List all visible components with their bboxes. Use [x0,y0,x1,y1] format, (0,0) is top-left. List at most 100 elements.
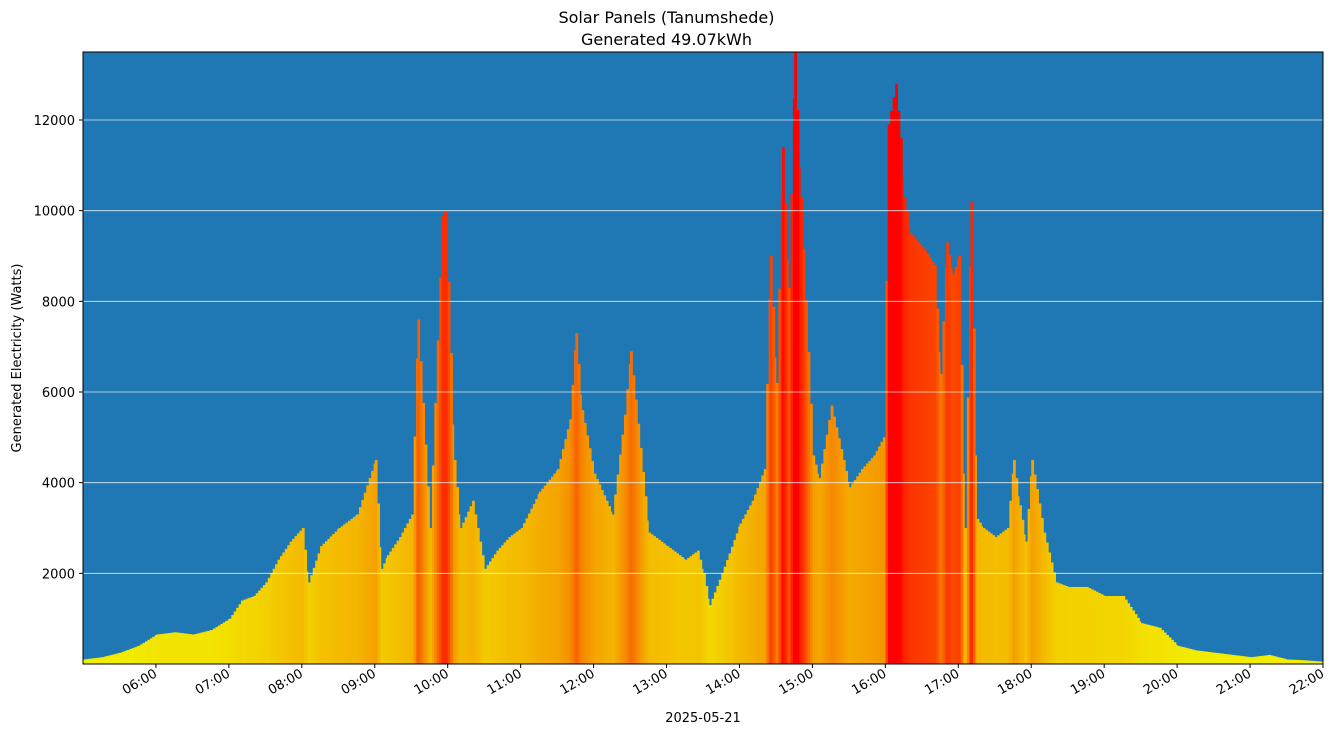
bar [856,476,860,664]
bar [608,506,612,664]
bar [605,500,609,664]
bar [566,429,570,664]
bar [1036,489,1039,664]
bar [887,124,891,664]
bar [775,382,779,664]
bar [1171,639,1174,664]
bar [1291,659,1295,664]
x-tick-label: 20:00 [1141,666,1181,698]
bar [501,545,505,664]
bar [1002,531,1005,664]
bar [970,201,974,664]
bar [1106,596,1110,664]
bar [85,659,89,664]
bar [188,634,192,664]
x-axis-label: 2025-05-21 [665,711,741,726]
bar [103,656,107,664]
bar [467,511,470,664]
bar [784,203,788,664]
bar [835,427,839,664]
x-tick-label: 10:00 [412,666,452,698]
bar [1319,661,1323,664]
bar [660,541,664,664]
bar [322,543,326,664]
bar [525,518,529,664]
bar [1303,660,1306,664]
bar [788,287,791,664]
bar [987,531,991,664]
bar [580,394,582,664]
bar [1177,645,1180,664]
bar [817,473,819,664]
bar [155,634,159,664]
bar [294,536,298,664]
bar [1011,473,1014,664]
bar [1079,586,1083,664]
bar [1304,660,1308,664]
bar [385,557,388,664]
bar [458,514,461,664]
bar [220,623,224,664]
bar [110,654,114,664]
bar [535,498,539,664]
bar [559,459,563,664]
bar [491,557,495,664]
bar [1121,596,1123,664]
bar [648,532,652,664]
bar [786,259,789,664]
bar [530,508,534,664]
bar [306,571,309,664]
bar [564,439,568,664]
bar [1147,625,1151,664]
bar [749,505,753,664]
bar [179,632,182,664]
bar [992,535,996,664]
bar [1057,583,1061,664]
bar [503,542,507,664]
bar [972,328,976,664]
bar [778,288,782,664]
bar [228,618,232,664]
bar [914,238,918,664]
bar [1273,656,1276,664]
x-tick-label: 06:00 [120,666,160,698]
bar [231,615,235,664]
bar [417,319,421,664]
bar [975,455,977,664]
bar [340,526,344,664]
bar [292,538,295,664]
bar [882,437,886,664]
bar [694,552,698,664]
bar [299,530,303,664]
bar [176,632,180,664]
bar [101,657,105,664]
bar [137,645,141,664]
bar [479,541,483,664]
bar [1250,657,1253,664]
bar [969,266,971,664]
bar [429,528,433,664]
bar [338,528,342,664]
bar [537,494,540,664]
bar [453,460,457,664]
bar [310,575,314,664]
x-tick-label: 13:00 [631,666,671,698]
bar [1200,651,1204,664]
bar [192,634,196,664]
chart-title: Solar Panels (Tanumshede) [558,8,775,27]
bar [1218,653,1222,664]
bar [820,463,824,664]
bar [518,529,522,664]
bar [1025,541,1028,664]
bar [411,514,415,664]
bar [1264,655,1268,664]
bar [380,568,384,664]
bar [954,266,958,664]
bar [260,587,264,664]
bar [204,631,208,664]
bar [751,500,755,664]
bar [614,494,618,664]
bar [1027,508,1031,664]
bar [383,563,387,664]
